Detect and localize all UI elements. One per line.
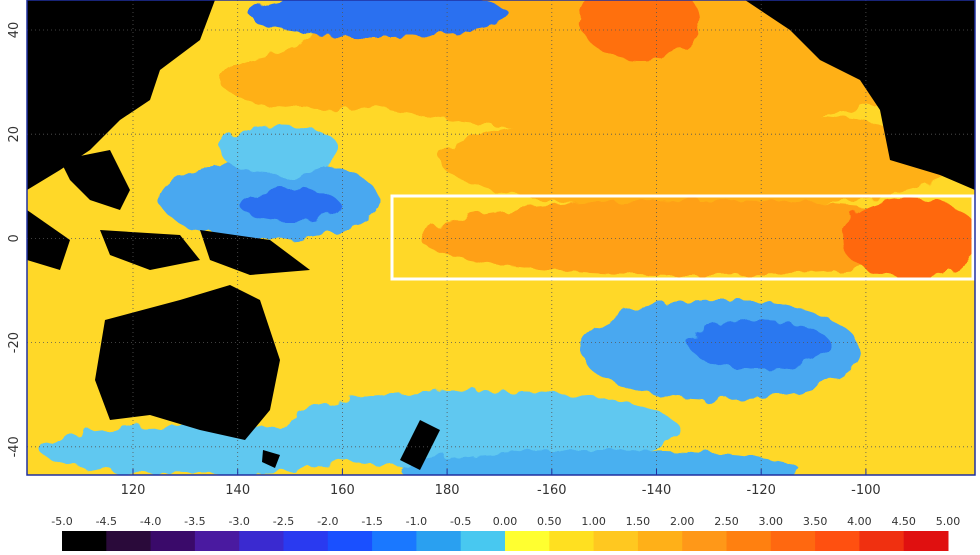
colorbar-swatch [903,531,949,551]
plot-frame [26,0,976,476]
lon-label: -160 [537,483,567,498]
lon-label: 160 [330,483,355,498]
colorbar-label: -0.5 [450,515,471,528]
colorbar-swatch [194,531,240,551]
colorbar-label: -1.5 [361,515,382,528]
land [27,0,975,470]
colorbar-label: -3.0 [228,515,249,528]
colorbar-swatch [239,531,284,551]
map-field [27,0,975,475]
colorbar-label: -1.0 [406,515,427,528]
nino-box [390,194,975,281]
lat-label: -40 [7,436,22,457]
colorbar-swatch [62,531,107,551]
colorbar-swatch [283,531,329,551]
lat-label: 0 [7,234,22,242]
colorbar-swatch [770,531,816,551]
colorbar-swatch [327,531,373,551]
lon-label: -140 [642,483,672,498]
colorbar-label: 5.00 [936,515,961,528]
colorbar-label: 4.50 [891,515,916,528]
colorbar-label: -4.5 [96,515,117,528]
colorbar-swatch [726,531,772,551]
lon-label: 120 [121,483,146,498]
colorbar-label: 3.50 [803,515,828,528]
colorbar-label: 2.00 [670,515,695,528]
colorbar-swatch [416,531,462,551]
colorbar-label: 0.50 [537,515,562,528]
colorbar-label: 4.00 [847,515,872,528]
lon-label: -120 [746,483,776,498]
colorbar-swatch [682,531,727,551]
colorbar-label: -2.5 [273,515,294,528]
colorbar-swatch [505,531,550,551]
colorbar-swatch [150,531,196,551]
lon-label: 180 [435,483,460,498]
colorbar-label: 3.00 [759,515,784,528]
colorbar-label: 2.50 [714,515,739,528]
lat-label: 20 [7,126,22,143]
lat-label: -20 [7,332,22,353]
colorbar-label: -3.5 [184,515,205,528]
colorbar-label: 1.00 [581,515,606,528]
colorbar-label: -2.0 [317,515,338,528]
colorbar-swatch [637,531,683,551]
colorbar-label: -5.0 [51,515,72,528]
colorbar-swatch [549,531,595,551]
colorbar-swatch [815,531,860,551]
lon-label: 140 [225,483,250,498]
colorbar-label: 0.00 [493,515,518,528]
colorbar-swatch [859,531,905,551]
lon-label: -100 [851,483,881,498]
colorbar-label: 1.50 [626,515,651,528]
colorbar-swatch [460,531,506,551]
colorbar-swatch [593,531,639,551]
colorbar-swatch [372,531,417,551]
colorbar-swatch [106,531,152,551]
lat-label: 40 [7,22,22,39]
colorbar-label: -4.0 [140,515,161,528]
